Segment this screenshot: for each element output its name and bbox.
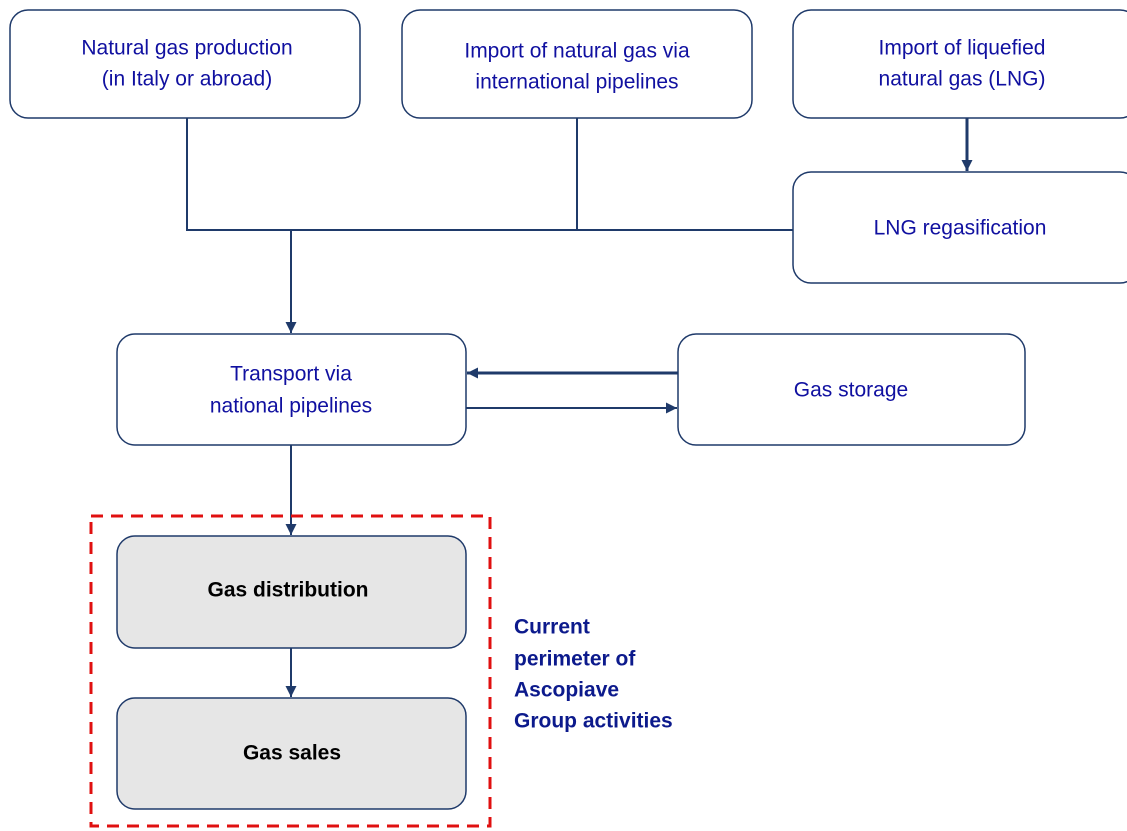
node-label: natural gas (LNG) [879,68,1046,91]
node-label: LNG regasification [874,217,1047,240]
node-label: international pipelines [475,71,678,94]
node-box [116,535,467,649]
annotation: perimeter of [514,648,636,671]
node-box [116,333,467,446]
node-box [792,171,1127,284]
node-box [792,9,1127,119]
annotation: Group activities [514,710,673,733]
node-box [401,9,753,119]
node-label: Import of natural gas via [464,40,690,63]
annotation: Ascopiave [514,679,619,702]
node-label: Gas sales [243,742,341,765]
node-label: (in Italy or abroad) [102,68,272,91]
node-label: national pipelines [210,395,372,418]
node-label: Gas distribution [207,579,368,602]
node-label: Gas storage [794,379,908,402]
node-box [116,697,467,810]
perimeter-frame [89,514,492,828]
node-label: Transport via [230,363,352,386]
node-box [9,9,361,119]
node-box [677,333,1026,446]
annotation: Current [514,616,590,639]
node-label: Import of liquefied [879,37,1046,60]
node-label: Natural gas production [81,37,292,60]
